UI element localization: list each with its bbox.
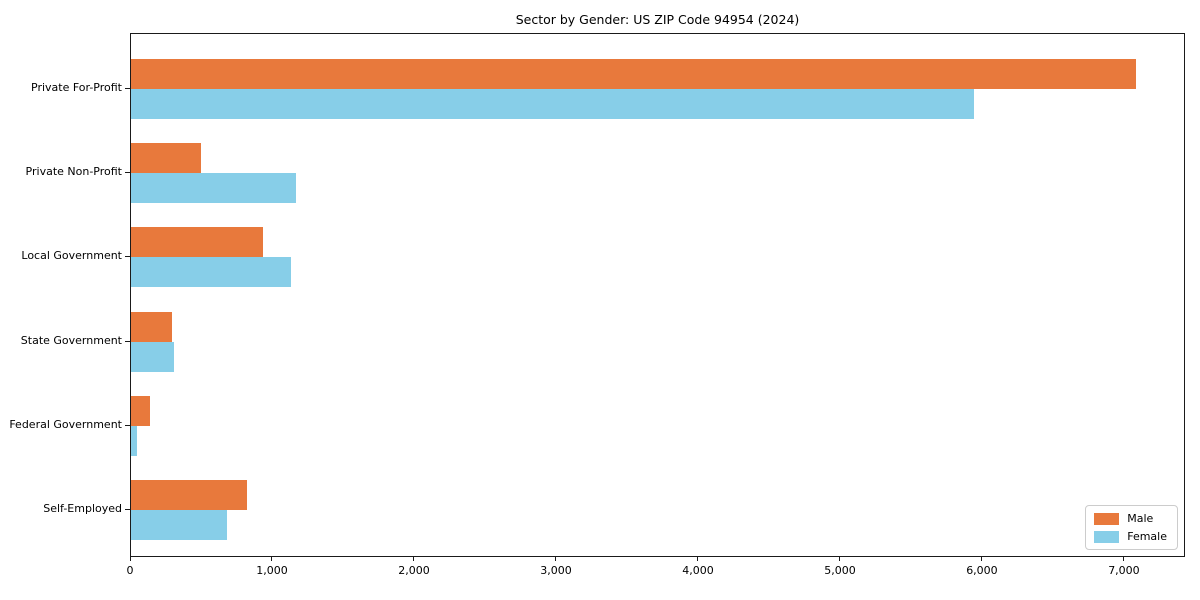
legend: Male Female	[1085, 505, 1178, 550]
y-axis-label: Private Non-Profit	[25, 165, 122, 179]
x-tick-mark	[1123, 557, 1125, 561]
chart-title: Sector by Gender: US ZIP Code 94954 (202…	[515, 12, 800, 27]
bar-male-5	[131, 395, 150, 426]
plot-area: Male Female	[130, 33, 1185, 557]
x-tick-mark	[697, 557, 699, 561]
x-tick-mark	[413, 557, 415, 561]
x-tick-label: 6,000	[966, 564, 998, 577]
bar-female-6	[131, 510, 227, 540]
bar-male-1	[131, 59, 1137, 89]
legend-swatch-male	[1094, 512, 1120, 525]
bar-male-2	[131, 143, 201, 174]
bar-female-4	[131, 341, 174, 372]
x-tick-label: 4,000	[682, 564, 714, 577]
x-tick-mark	[271, 557, 273, 561]
y-tick-mark	[125, 172, 130, 174]
y-axis-label: Private For-Profit	[31, 81, 122, 94]
bar-female-2	[131, 173, 297, 204]
y-tick-mark	[125, 340, 130, 342]
y-tick-mark	[125, 424, 130, 426]
y-axis-label: Federal Government	[9, 417, 122, 431]
x-tick-mark	[555, 557, 557, 561]
bar-male-4	[131, 311, 173, 342]
legend-swatch-female	[1094, 530, 1120, 543]
y-axis-label: State Government	[20, 333, 122, 347]
x-tick-label: 7,000	[1108, 564, 1140, 577]
x-tick-label: 2,000	[398, 564, 430, 577]
bar-female-5	[131, 425, 137, 456]
y-axis-label: Self-Employed	[43, 502, 122, 515]
x-tick-label: 3,000	[540, 564, 572, 577]
x-tick-label: 1,000	[256, 564, 288, 577]
x-tick-mark	[129, 557, 131, 561]
legend-label: Female	[1127, 530, 1167, 543]
bar-male-3	[131, 227, 264, 258]
x-tick-label: 0	[126, 564, 134, 577]
legend-entry-female: Female	[1094, 530, 1167, 543]
legend-label: Male	[1127, 512, 1154, 525]
x-tick-label: 5,000	[824, 564, 856, 577]
x-tick-mark	[839, 557, 841, 561]
x-tick-mark	[981, 557, 983, 561]
bar-female-1	[131, 89, 975, 119]
y-axis-label: Local Government	[21, 249, 122, 263]
bar-male-6	[131, 480, 247, 510]
bar-female-3	[131, 257, 291, 288]
legend-entry-male: Male	[1094, 512, 1167, 525]
y-tick-mark	[125, 88, 130, 89]
y-tick-mark	[125, 256, 130, 258]
y-tick-mark	[125, 509, 130, 510]
